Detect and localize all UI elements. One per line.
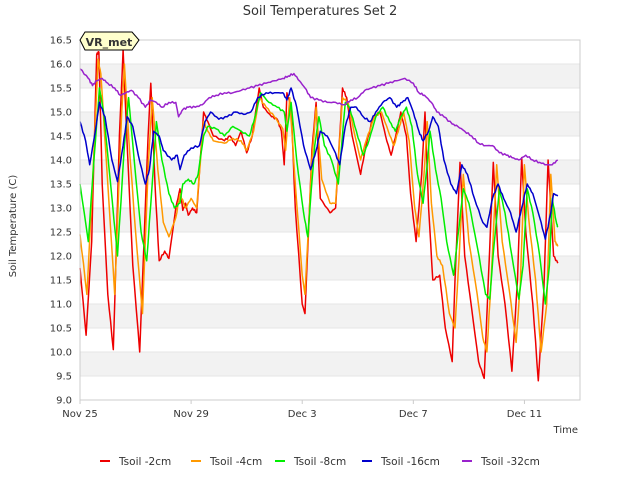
grid-band — [80, 256, 580, 280]
y-tick-label: 9.0 — [56, 396, 72, 407]
series-line-tsoil-16cm — [79, 87, 559, 240]
plot-background — [80, 39, 580, 401]
y-axis-label: Soil Temperature (C) — [8, 175, 19, 278]
x-tick-label: Dec 7 — [399, 409, 428, 420]
y-tick-label: 11.0 — [50, 300, 72, 311]
x-tick-label: Nov 29 — [173, 409, 208, 420]
y-tick-label: 14.0 — [50, 156, 72, 167]
series-lines — [79, 48, 559, 382]
chart-title: Soil Temperatures Set 2 — [243, 4, 398, 19]
y-tick-label: 9.5 — [56, 372, 72, 383]
legend-label: Tsoil -32cm — [480, 456, 540, 468]
legend-label: Tsoil -8cm — [293, 456, 346, 468]
badge-shape — [79, 31, 140, 51]
y-tick-label: 13.0 — [50, 204, 72, 215]
grid-band — [80, 352, 580, 376]
y-axis-ticks: 9.0 9.5 10.0 10.5 11.0 11.5 12.0 12.5 13.0 13.5 14… — [50, 36, 72, 407]
series-line-tsoil-8cm — [79, 87, 559, 305]
station-badge: VR_met — [79, 31, 140, 51]
plot-border — [79, 39, 581, 401]
x-tick-label: Dec 11 — [507, 409, 542, 420]
series-line-tsoil-4cm — [79, 58, 559, 353]
y-tick-label: 14.5 — [50, 132, 72, 143]
y-tick-label: 12.0 — [50, 252, 72, 263]
badge-label: VR_met — [86, 36, 133, 49]
grid-band — [80, 112, 580, 136]
grid-band — [80, 304, 580, 328]
y-tick-label: 16.0 — [50, 60, 72, 71]
y-tick-label: 12.5 — [50, 228, 72, 239]
legend-label: Tsoil -2cm — [118, 456, 171, 468]
x-axis-ticks: Nov 25 Nov 29 Dec 3 Dec 7 Dec 11 — [62, 400, 542, 420]
x-tick-label: Nov 25 — [62, 409, 97, 420]
y-tick-label: 15.0 — [50, 108, 72, 119]
y-tick-label: 11.5 — [50, 276, 72, 287]
y-tick-label: 13.5 — [50, 180, 72, 191]
y-tick-label: 16.5 — [50, 36, 72, 47]
y-tick-label: 10.5 — [50, 324, 72, 335]
x-tick-label: Dec 3 — [288, 409, 317, 420]
series-line-tsoil-32cm — [79, 68, 559, 166]
legend-label: Tsoil -16cm — [380, 456, 440, 468]
y-tick-label: 15.5 — [50, 84, 72, 95]
y-tick-label: 10.0 — [50, 348, 72, 359]
grid-band — [80, 64, 580, 88]
legend-label: Tsoil -4cm — [209, 456, 262, 468]
legend: Tsoil -2cm Tsoil -4cm Tsoil -8cm Tsoil -16c… — [100, 456, 540, 468]
x-axis-label: Time — [553, 425, 578, 436]
